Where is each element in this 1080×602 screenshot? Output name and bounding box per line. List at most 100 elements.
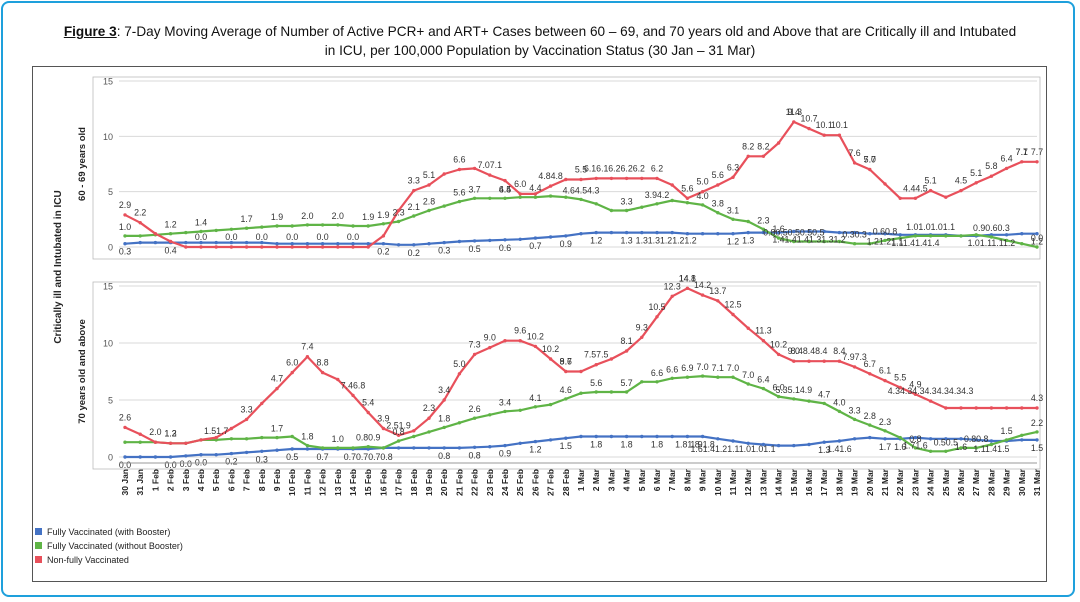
data-label: 1.4: [195, 218, 207, 228]
data-point: [761, 386, 766, 391]
data-point: [153, 455, 158, 459]
data-point: [518, 192, 522, 196]
data-point: [731, 217, 735, 221]
data-point: [594, 176, 598, 181]
legend-swatch: [35, 542, 42, 549]
data-point: [1035, 232, 1039, 236]
data-point: [214, 240, 218, 245]
data-label: 0.9: [499, 449, 511, 459]
data-point: [852, 417, 857, 422]
x-tick-label: 15 Feb: [363, 469, 373, 496]
data-label: 0.4: [164, 246, 176, 256]
data-label: 6.5: [499, 184, 511, 194]
data-point: [366, 445, 370, 449]
x-tick-label: 12 Mar: [743, 468, 753, 496]
data-point: [761, 442, 766, 447]
data-label: 5.0: [696, 177, 708, 187]
data-point: [214, 245, 218, 249]
data-label: 4.0: [833, 397, 845, 407]
data-point: [412, 188, 416, 193]
data-point: [974, 233, 978, 237]
data-label: 4.9: [909, 379, 921, 389]
data-point: [564, 436, 568, 440]
data-label: 1.2: [590, 236, 602, 246]
x-tick-label: 22 Feb: [470, 469, 480, 496]
x-tick-label: 27 Mar: [971, 468, 981, 496]
data-label: 0.6: [499, 243, 511, 253]
data-point: [260, 435, 264, 440]
data-label: 5.6: [712, 170, 724, 180]
data-point: [1004, 238, 1009, 243]
data-point: [670, 230, 674, 235]
y-tick-label: 0: [108, 453, 113, 463]
data-label: 8.8: [316, 358, 328, 368]
data-point: [275, 242, 279, 246]
y-tick-label: 5: [108, 187, 113, 197]
data-label: 3.3: [620, 196, 632, 206]
data-point: [822, 239, 826, 244]
data-label: 1.0: [332, 434, 344, 444]
data-label: 4.1: [529, 393, 541, 403]
data-point: [822, 229, 826, 234]
data-point: [1035, 160, 1039, 164]
data-point: [579, 391, 583, 395]
data-label: 1.61.41.21.11.01.01.1: [691, 444, 776, 454]
x-tick-label: 3 Feb: [181, 469, 191, 491]
data-point: [1020, 160, 1024, 164]
data-point: [700, 232, 705, 236]
data-point: [944, 195, 948, 199]
data-point: [1004, 166, 1009, 171]
data-label: 9.0: [484, 333, 496, 343]
data-point: [427, 446, 431, 450]
data-label: 1.7: [879, 442, 891, 452]
data-point: [822, 359, 826, 363]
data-label: 1.2: [727, 237, 739, 247]
data-label: 0.2: [377, 247, 389, 257]
data-label: 6.6: [453, 155, 465, 165]
data-point: [792, 239, 796, 244]
x-tick-label: 7 Feb: [242, 469, 252, 491]
data-point: [959, 437, 963, 441]
data-label: 7.0: [742, 370, 754, 380]
data-point: [427, 208, 431, 213]
data-label: 7.7: [1016, 147, 1028, 157]
data-point: [214, 228, 218, 233]
x-tick-label: 17 Feb: [394, 469, 404, 496]
data-point: [868, 423, 872, 427]
data-point: [229, 451, 234, 456]
data-label: 7.0: [696, 362, 708, 372]
data-point: [655, 380, 659, 384]
y-tick-label: 5: [108, 396, 113, 406]
data-label: 1.6: [772, 224, 784, 234]
data-label: 4.84.8: [538, 171, 563, 181]
data-point: [883, 378, 887, 383]
data-point: [442, 204, 446, 208]
data-point: [913, 234, 918, 238]
data-point: [214, 453, 218, 457]
data-point: [320, 245, 325, 249]
data-point: [138, 432, 142, 436]
data-point: [640, 434, 644, 439]
data-point: [868, 242, 872, 246]
data-point: [868, 232, 872, 236]
data-point: [670, 434, 674, 439]
data-point: [244, 240, 249, 245]
data-point: [260, 449, 264, 453]
data-point: [716, 299, 720, 303]
data-point: [716, 183, 720, 187]
data-point: [518, 339, 522, 343]
data-point: [351, 242, 355, 246]
x-tick-label: 26 Feb: [530, 469, 540, 496]
data-point: [442, 172, 446, 176]
data-point: [168, 232, 173, 236]
data-point: [989, 442, 994, 447]
data-label: 0.0: [164, 460, 176, 470]
data-point: [275, 224, 279, 228]
data-point: [518, 237, 522, 241]
data-point: [685, 375, 690, 379]
data-label: 8.2: [742, 141, 754, 151]
x-tick-label: 4 Feb: [196, 469, 206, 491]
data-point: [138, 221, 142, 225]
data-point: [396, 446, 401, 450]
